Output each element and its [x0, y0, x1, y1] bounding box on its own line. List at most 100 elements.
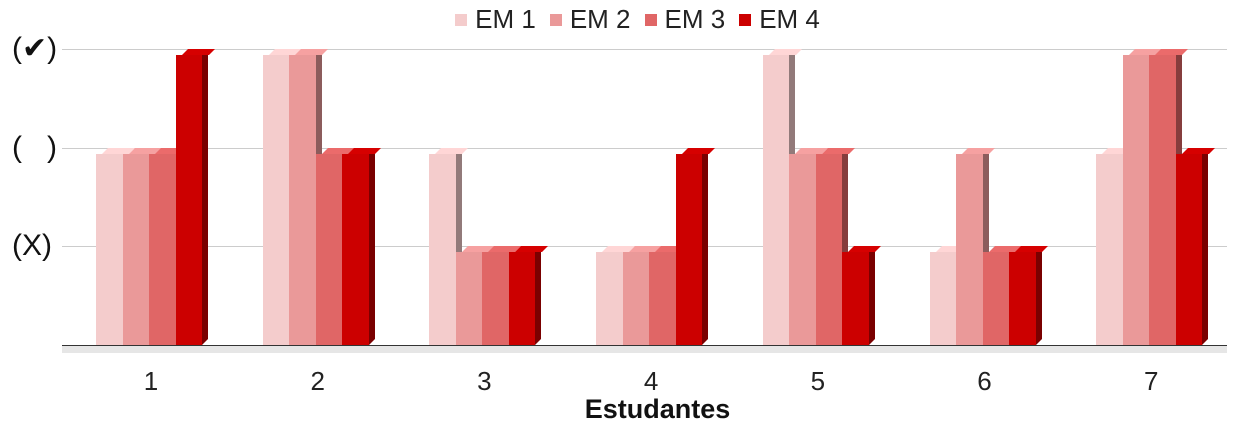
x-tick-label: 1: [143, 366, 159, 396]
bar-face: [1155, 49, 1188, 55]
legend-label: EM 1: [475, 4, 536, 34]
legend-label: EM 3: [664, 4, 726, 34]
legend-label: EM 2: [569, 4, 631, 34]
bar-face: [295, 49, 328, 55]
bar-face: [596, 252, 623, 345]
bar: [1175, 147, 1215, 345]
bar-face: [262, 55, 290, 345]
bar: [789, 147, 828, 345]
bar: [429, 147, 468, 345]
legend-swatch-icon: [739, 13, 752, 26]
bar: [815, 147, 855, 345]
bar: [508, 246, 548, 345]
plot-area: [62, 0, 1227, 430]
bar-face: [929, 252, 956, 345]
bar-face: [1009, 252, 1036, 345]
bar-face: [348, 147, 381, 154]
bar-face: [789, 153, 816, 345]
x-axis-baseline: [62, 345, 1227, 353]
bar-face: [768, 49, 802, 55]
legend-item: EM 4: [739, 4, 820, 35]
bar-face: [1149, 55, 1176, 345]
bar: [96, 147, 135, 345]
chart-legend: EM 1 EM 2 EM 3 EM 4: [0, 4, 1235, 35]
bar: [1096, 147, 1135, 345]
bar-face: [202, 49, 208, 345]
bar-face: [181, 49, 214, 55]
bar-face: [514, 246, 548, 253]
x-tick-label: 7: [1143, 366, 1159, 396]
bar-face: [815, 153, 843, 345]
bar-face: [1035, 246, 1042, 345]
bar: [122, 147, 161, 345]
bar: [342, 147, 381, 345]
bar-face: [675, 153, 703, 345]
bar: [1149, 49, 1188, 345]
bar: [262, 49, 302, 345]
bar-face: [1175, 153, 1203, 345]
bar-face: [96, 153, 123, 345]
x-tick-label: 2: [310, 366, 325, 396]
bar-face: [762, 55, 790, 345]
y-tick-label: ( ): [12, 130, 57, 164]
bar: [482, 246, 521, 345]
bar-face: [368, 147, 375, 345]
bar-face: [122, 153, 149, 345]
bar: [762, 49, 802, 345]
bar-face: [622, 252, 650, 345]
bar-face: [1202, 147, 1209, 345]
bar-face: [956, 153, 983, 345]
bar-face: [962, 147, 995, 154]
bar-face: [1122, 55, 1150, 345]
legend-label: EM 4: [759, 4, 820, 34]
bar-face: [315, 153, 343, 345]
y-axis-labels: (X) ( ) (✔): [0, 0, 80, 430]
bar-face: [289, 55, 316, 345]
legend-item: EM 3: [644, 4, 726, 35]
bar: [622, 246, 662, 345]
bar: [175, 49, 214, 345]
bar-face: [842, 252, 869, 345]
bar-face: [175, 55, 202, 345]
bar-face: [848, 246, 881, 253]
bar-face: [455, 252, 483, 345]
bar-face: [982, 252, 1009, 345]
bar-face: [429, 153, 456, 345]
bar-face: [649, 252, 676, 345]
bar: [1122, 49, 1162, 345]
bar: [649, 246, 688, 345]
bar: [929, 246, 968, 345]
bar-face: [1015, 246, 1048, 253]
x-tick-label: 4: [643, 366, 659, 396]
gridline: [62, 49, 1227, 50]
legend-item: EM 2: [549, 4, 631, 35]
gridline: [62, 147, 1227, 149]
bar: [1009, 246, 1048, 345]
bar: [455, 246, 495, 345]
bar-face: [681, 147, 715, 154]
bar: [596, 246, 635, 345]
bar-face: [702, 147, 709, 345]
bar: [149, 147, 188, 345]
y-tick-label: (✔): [12, 32, 58, 65]
bar-face: [821, 147, 855, 154]
legend-item: EM 1: [455, 4, 536, 35]
x-tick-label: 6: [977, 366, 992, 396]
bar-face: [535, 246, 542, 345]
legend-swatch-icon: [549, 13, 562, 26]
bar: [982, 246, 1021, 345]
legend-swatch-icon: [644, 13, 657, 26]
x-tick-label: 5: [810, 366, 826, 396]
y-tick-label: (X): [12, 229, 52, 263]
bar-face: [508, 252, 536, 345]
bar-face: [149, 153, 176, 345]
bar-face: [482, 252, 509, 345]
bar-face: [342, 153, 369, 345]
bar-face: [435, 147, 468, 154]
bar: [289, 49, 328, 345]
bar-face: [868, 246, 875, 345]
bar: [956, 147, 995, 345]
bar-face: [1096, 153, 1123, 345]
bar: [675, 147, 715, 345]
bar: [842, 246, 881, 345]
